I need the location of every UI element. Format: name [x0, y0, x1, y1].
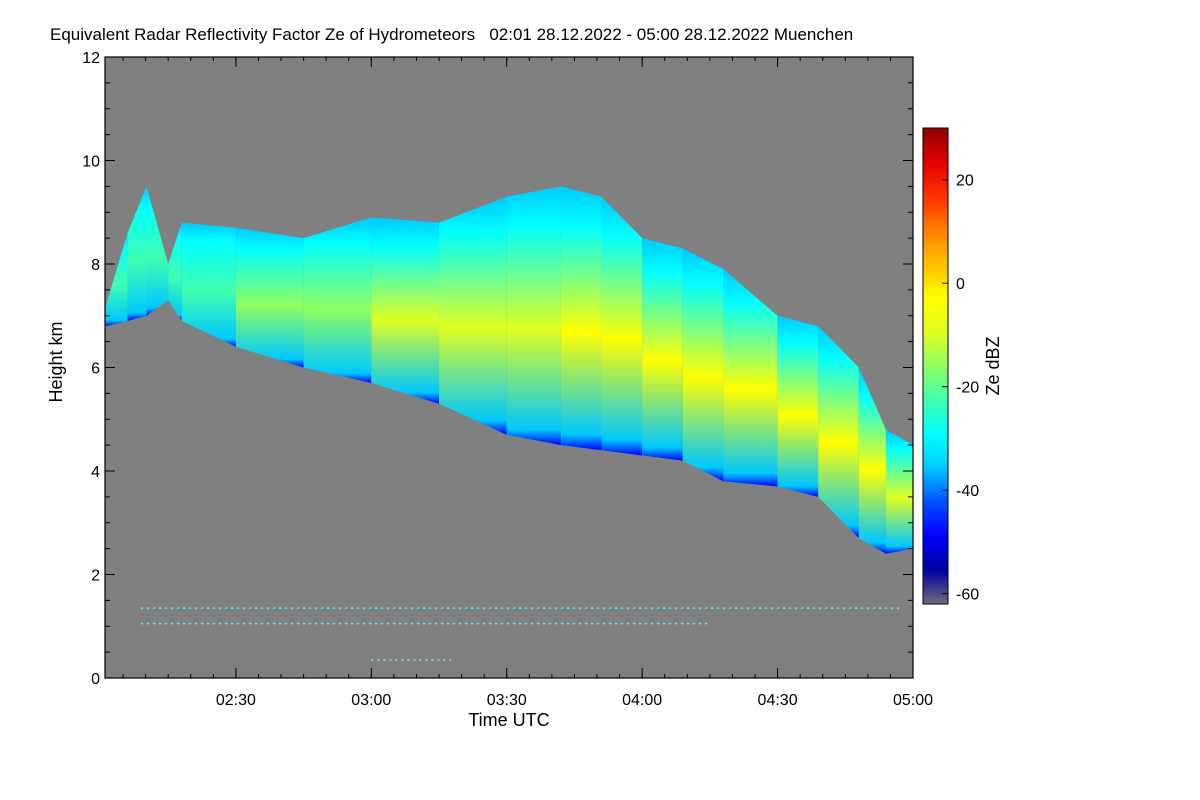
reflectivity-field: [105, 186, 913, 554]
x-tick-label: 02:30: [216, 692, 256, 709]
y-tick-label: 0: [91, 671, 100, 688]
colorbar: 20 0 -20 -40 -60: [922, 127, 979, 605]
cloud-column: [303, 217, 372, 384]
y-axis-label: Height km: [46, 321, 66, 402]
colorbar-tick-label: 0: [956, 276, 965, 293]
cloud-column: [560, 186, 602, 451]
cloud-column: [506, 186, 561, 446]
colorbar-label: Ze dBZ: [983, 336, 1003, 395]
x-axis-label: Time UTC: [468, 710, 549, 730]
y-tick-label: 12: [82, 50, 100, 67]
x-tick-label: 03:00: [351, 692, 391, 709]
colorbar-tick-label: -20: [956, 380, 979, 397]
cloud-column: [858, 367, 886, 554]
cloud-column: [371, 217, 440, 404]
cloud-column: [181, 222, 236, 347]
y-tick-label: 10: [82, 154, 100, 171]
x-tick-label: 04:00: [622, 692, 662, 709]
cloud-column: [439, 196, 507, 435]
cloud-column: [235, 227, 304, 368]
cloud-column: [777, 315, 819, 497]
cloud-column: [168, 222, 182, 321]
colorbar-scale: [922, 127, 949, 605]
clutter-echoes: [141, 607, 900, 661]
cloud-column: [642, 238, 683, 461]
colorbar-tick-label: -40: [956, 483, 979, 500]
cloud-column: [127, 186, 147, 321]
y-tick-label: 8: [91, 257, 100, 274]
cloud-column: [682, 248, 724, 482]
x-axis: 02:30 03:00 03:30 04:00 04:30 05:00: [122, 57, 933, 709]
y-axis: 0 2 4 6 8 10 12: [82, 50, 913, 688]
y-tick-label: 6: [91, 361, 100, 378]
y-tick-label: 4: [91, 464, 100, 481]
chart-title: Equivalent Radar Reflectivity Factor Ze …: [50, 25, 853, 44]
cloud-column: [146, 186, 169, 316]
cloud-column: [105, 232, 128, 327]
cloud-column: [818, 326, 859, 539]
y-tick-label: 2: [91, 568, 100, 585]
colorbar-tick-label: 20: [956, 173, 974, 190]
x-tick-label: 05:00: [893, 692, 933, 709]
cloud-column: [885, 429, 913, 554]
colorbar-tick-label: -60: [956, 587, 979, 604]
cloud-column: [601, 196, 643, 456]
x-tick-label: 03:30: [487, 692, 527, 709]
x-tick-label: 04:30: [758, 692, 798, 709]
cloud-column: [723, 269, 778, 487]
